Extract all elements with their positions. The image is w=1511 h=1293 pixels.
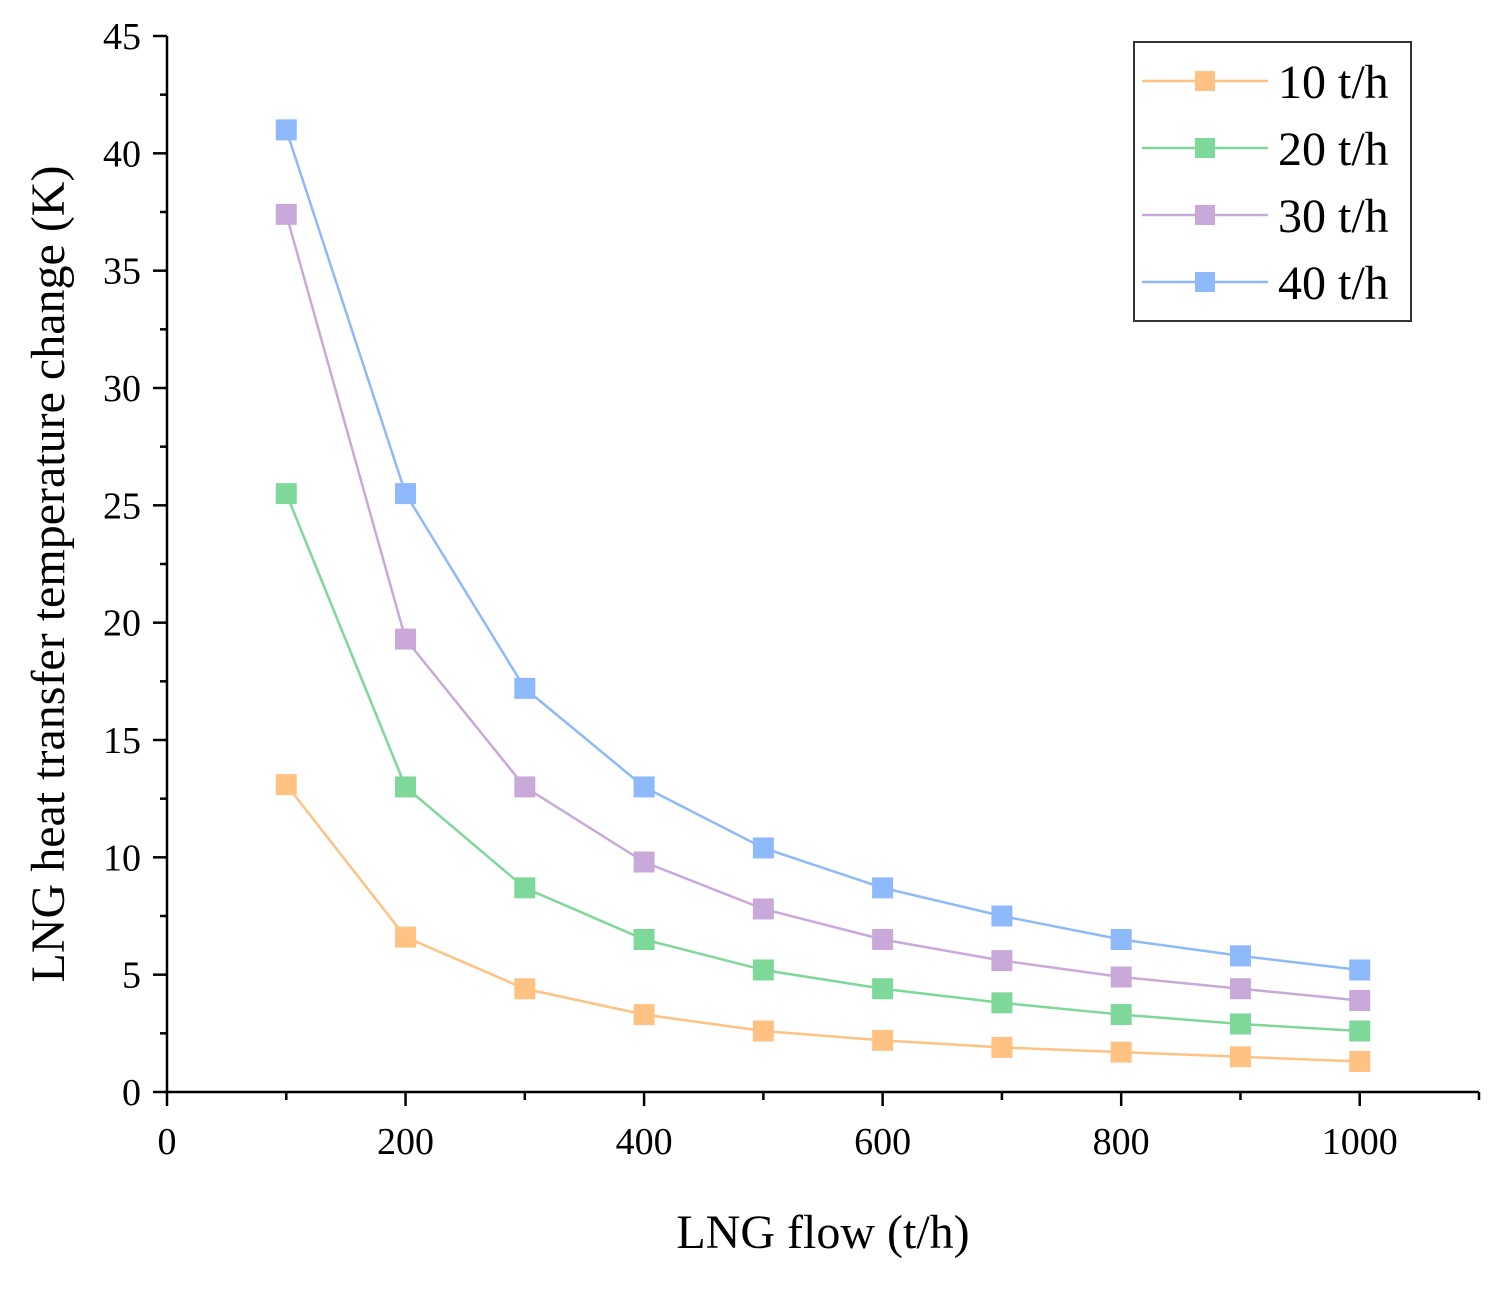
x-tick-label: 400 bbox=[616, 1121, 673, 1163]
data-point bbox=[395, 483, 417, 505]
series-20-t-h bbox=[275, 483, 1371, 1042]
data-point bbox=[991, 905, 1013, 927]
y-tick-label: 40 bbox=[103, 133, 141, 175]
legend-item: 30 t/h bbox=[1142, 190, 1389, 243]
y-tick-label: 25 bbox=[103, 485, 141, 527]
data-point bbox=[991, 1036, 1013, 1058]
y-tick-label: 20 bbox=[103, 603, 141, 645]
data-point bbox=[1349, 959, 1371, 981]
data-point bbox=[395, 628, 417, 650]
data-point bbox=[1110, 1041, 1132, 1063]
x-tick-label: 600 bbox=[854, 1121, 911, 1163]
legend-label: 40 t/h bbox=[1278, 257, 1389, 310]
legend-label: 20 t/h bbox=[1278, 123, 1389, 176]
data-point bbox=[991, 992, 1013, 1014]
data-point bbox=[1349, 1050, 1371, 1072]
data-point bbox=[275, 203, 297, 225]
data-point bbox=[275, 119, 297, 141]
legend-frame bbox=[1133, 41, 1412, 322]
data-point bbox=[1349, 1020, 1371, 1042]
data-point bbox=[633, 776, 655, 798]
legend-swatch-marker bbox=[1195, 205, 1215, 225]
axes: 0 5 10 15 20 25 30 35 40 45 0 200 400 600 800 1000 bbox=[103, 16, 1481, 1163]
x-tick-label: 800 bbox=[1093, 1121, 1150, 1163]
x-axis-title: LNG flow (t/h) bbox=[676, 1206, 969, 1259]
data-point bbox=[514, 978, 536, 1000]
y-tick-label: 35 bbox=[103, 251, 141, 293]
data-point bbox=[395, 776, 417, 798]
legend: 10 t/h 20 t/h 30 t/h 40 t/h bbox=[1133, 41, 1412, 322]
series-line bbox=[285, 214, 1360, 1002]
data-point bbox=[1110, 966, 1132, 988]
data-point bbox=[872, 877, 894, 899]
data-point bbox=[752, 837, 774, 859]
data-point bbox=[872, 1029, 894, 1051]
data-point bbox=[633, 851, 655, 873]
data-point bbox=[514, 677, 536, 699]
plot-area bbox=[275, 119, 1371, 1072]
data-point bbox=[991, 950, 1013, 972]
data-point bbox=[752, 959, 774, 981]
data-point bbox=[1229, 1013, 1251, 1035]
legend-label: 10 t/h bbox=[1278, 56, 1389, 109]
y-axis-title: LNG heat transfer temperature change (K) bbox=[22, 166, 75, 983]
data-point bbox=[872, 978, 894, 1000]
legend-swatch-marker bbox=[1195, 272, 1215, 292]
series-30-t-h bbox=[275, 203, 1371, 1011]
legend-swatch-marker bbox=[1195, 138, 1215, 158]
legend-label: 30 t/h bbox=[1278, 190, 1389, 243]
legend-item: 20 t/h bbox=[1142, 123, 1389, 176]
legend-item: 10 t/h bbox=[1142, 56, 1389, 109]
data-point bbox=[1229, 1046, 1251, 1068]
y-tick-label: 5 bbox=[122, 955, 141, 997]
data-point bbox=[275, 483, 297, 505]
data-point bbox=[633, 928, 655, 950]
data-point bbox=[514, 776, 536, 798]
data-point bbox=[633, 1004, 655, 1026]
x-tick-label: 200 bbox=[377, 1121, 434, 1163]
x-tick-label: 1000 bbox=[1322, 1121, 1398, 1163]
data-point bbox=[872, 928, 894, 950]
series-10-t-h bbox=[275, 774, 1371, 1072]
series-line bbox=[285, 129, 1360, 972]
legend-item: 40 t/h bbox=[1142, 257, 1389, 310]
y-tick-label: 0 bbox=[122, 1072, 141, 1114]
series-line bbox=[285, 783, 1360, 1063]
data-point bbox=[1349, 989, 1371, 1011]
data-point bbox=[1229, 978, 1251, 1000]
legend-swatch-marker bbox=[1195, 71, 1215, 91]
data-point bbox=[1229, 945, 1251, 967]
data-point bbox=[1110, 928, 1132, 950]
y-tick-label: 15 bbox=[103, 720, 141, 762]
data-point bbox=[395, 926, 417, 948]
data-point bbox=[752, 898, 774, 920]
series-line bbox=[285, 493, 1360, 1033]
data-point bbox=[1110, 1004, 1132, 1026]
y-tick-label: 10 bbox=[103, 837, 141, 879]
data-point bbox=[752, 1020, 774, 1042]
data-point bbox=[275, 774, 297, 796]
series-40-t-h bbox=[275, 119, 1371, 981]
y-tick-label: 45 bbox=[103, 16, 141, 58]
x-tick-label: 0 bbox=[158, 1121, 177, 1163]
data-point bbox=[514, 877, 536, 899]
y-tick-label: 30 bbox=[103, 368, 141, 410]
